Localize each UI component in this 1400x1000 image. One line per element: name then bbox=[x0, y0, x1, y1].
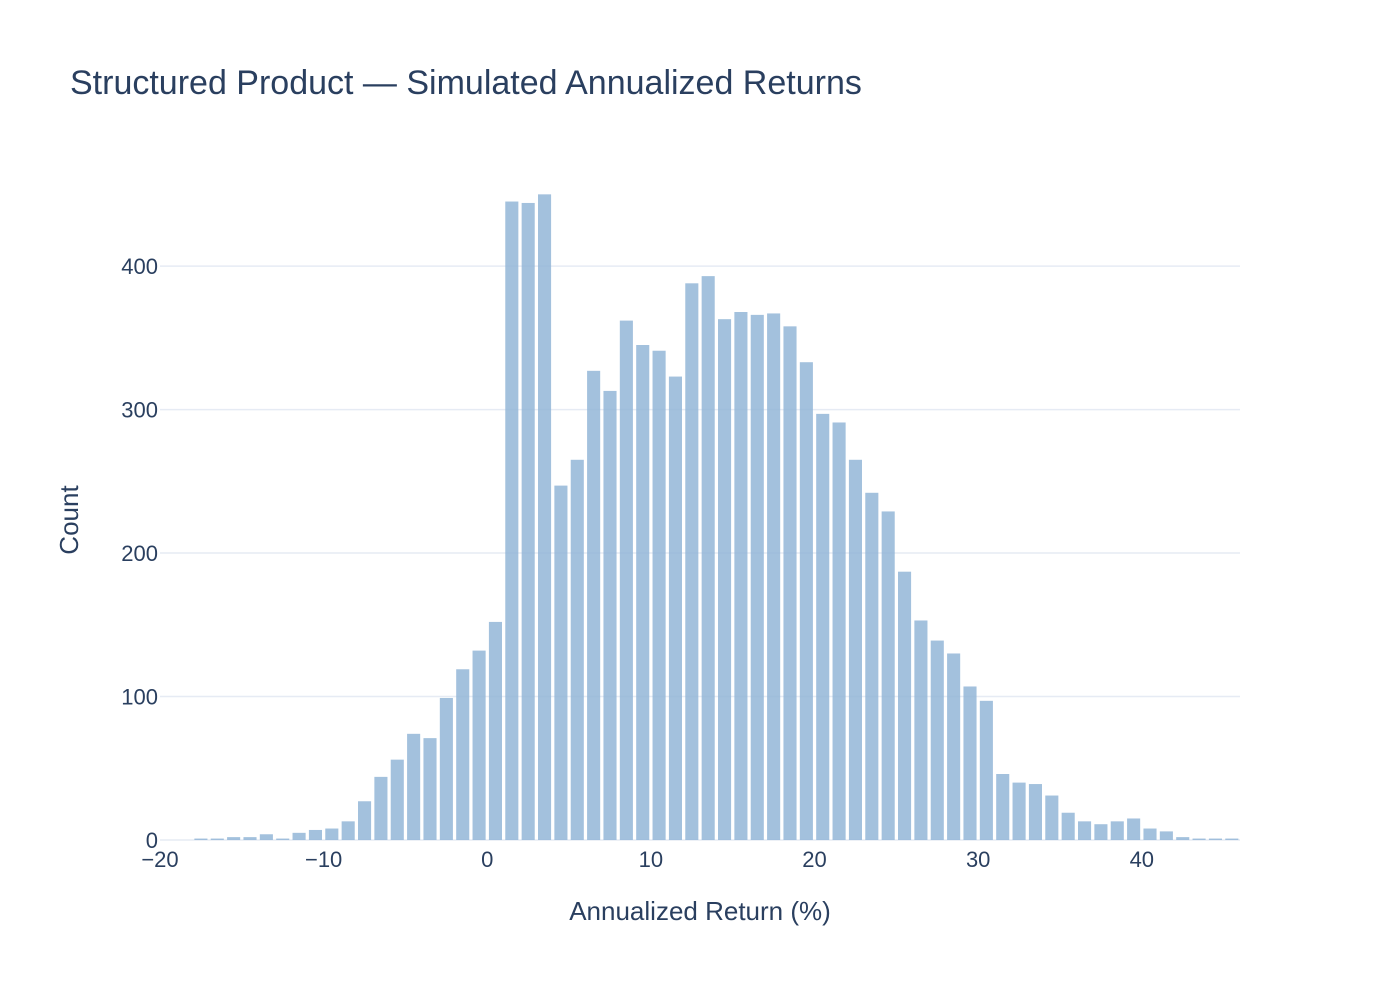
histogram-bar bbox=[358, 801, 372, 840]
histogram-bar bbox=[1028, 784, 1042, 840]
y-tick-label: 200 bbox=[121, 541, 158, 566]
histogram-bar bbox=[652, 350, 666, 840]
x-tick-label: 30 bbox=[966, 847, 990, 872]
histogram-bar bbox=[767, 313, 781, 840]
histogram-bar bbox=[1127, 818, 1141, 840]
histogram-bars bbox=[194, 194, 1239, 841]
histogram-bar bbox=[750, 314, 764, 840]
gridlines bbox=[160, 265, 1240, 841]
histogram-bar bbox=[865, 492, 879, 840]
histogram-bar bbox=[718, 319, 732, 840]
histogram-bar bbox=[848, 459, 862, 840]
y-tick-label: 400 bbox=[121, 254, 158, 279]
histogram-bar bbox=[816, 413, 830, 840]
histogram-bar bbox=[783, 326, 797, 840]
histogram-bar bbox=[243, 837, 257, 840]
histogram-bar bbox=[1012, 782, 1026, 840]
histogram-bar bbox=[374, 776, 388, 840]
y-axis-ticks: 0 100 200 300 400 bbox=[121, 254, 158, 853]
histogram-bar bbox=[685, 283, 699, 841]
histogram-bar bbox=[963, 686, 977, 840]
histogram-bar bbox=[538, 194, 552, 840]
x-tick-label: −20 bbox=[141, 847, 178, 872]
x-tick-label: −10 bbox=[305, 847, 342, 872]
histogram-bar bbox=[1225, 838, 1239, 840]
histogram-bar bbox=[1045, 795, 1059, 840]
histogram-bar bbox=[1143, 828, 1157, 840]
histogram-bar bbox=[881, 511, 895, 840]
histogram-bar bbox=[1094, 824, 1108, 840]
histogram-bar bbox=[587, 370, 601, 840]
histogram-bar bbox=[947, 653, 961, 840]
histogram-bar bbox=[194, 838, 208, 840]
histogram-bar bbox=[505, 201, 519, 841]
histogram-bar bbox=[636, 345, 650, 840]
histogram-bar bbox=[668, 376, 682, 840]
x-tick-label: 40 bbox=[1130, 847, 1154, 872]
histogram-bar bbox=[603, 390, 617, 840]
histogram-bar bbox=[930, 640, 944, 840]
histogram-bar bbox=[259, 834, 273, 840]
histogram-bar bbox=[276, 838, 290, 840]
histogram-bar bbox=[341, 821, 355, 840]
histogram-bar bbox=[734, 312, 748, 840]
y-tick-label: 100 bbox=[121, 685, 158, 710]
histogram-bar bbox=[914, 620, 928, 840]
chart-title: Structured Product — Simulated Annualize… bbox=[70, 64, 862, 102]
histogram-bar bbox=[1208, 838, 1222, 840]
y-tick-label: 0 bbox=[146, 828, 158, 853]
histogram-bar bbox=[210, 838, 224, 840]
histogram-bar bbox=[1159, 831, 1173, 840]
histogram-bar bbox=[996, 774, 1010, 840]
histogram-bar bbox=[390, 759, 404, 840]
histogram-bar bbox=[1110, 821, 1124, 840]
histogram-bar bbox=[325, 828, 339, 840]
histogram-bar bbox=[488, 621, 502, 840]
histogram-bar bbox=[292, 832, 306, 840]
histogram-bar bbox=[456, 669, 470, 840]
histogram-bar bbox=[1061, 812, 1075, 840]
histogram-bar bbox=[1192, 838, 1206, 840]
x-tick-label: 20 bbox=[802, 847, 826, 872]
histogram-bar bbox=[979, 700, 993, 840]
histogram-bar bbox=[308, 829, 322, 840]
histogram-bar bbox=[619, 320, 633, 840]
histogram-bar bbox=[799, 362, 813, 840]
x-axis-ticks: −20 −10 0 10 20 30 40 bbox=[141, 847, 1154, 872]
y-axis-title: Count bbox=[54, 485, 84, 555]
histogram-bar bbox=[898, 571, 912, 840]
histogram-bar bbox=[227, 837, 241, 840]
x-tick-label: 0 bbox=[481, 847, 493, 872]
histogram-bar bbox=[832, 422, 846, 840]
y-tick-label: 300 bbox=[121, 398, 158, 423]
histogram-bar bbox=[521, 202, 535, 840]
histogram-bar bbox=[407, 733, 421, 840]
histogram-bar bbox=[423, 738, 437, 840]
histogram-bar bbox=[439, 697, 453, 840]
histogram-bar bbox=[554, 485, 568, 840]
histogram-bar bbox=[570, 459, 584, 840]
histogram-bar bbox=[701, 276, 715, 840]
histogram-bar bbox=[472, 650, 486, 840]
histogram-bar bbox=[1078, 821, 1092, 840]
histogram-bar bbox=[1176, 837, 1190, 840]
x-axis-title: Annualized Return (%) bbox=[569, 896, 831, 926]
x-tick-label: 10 bbox=[639, 847, 663, 872]
